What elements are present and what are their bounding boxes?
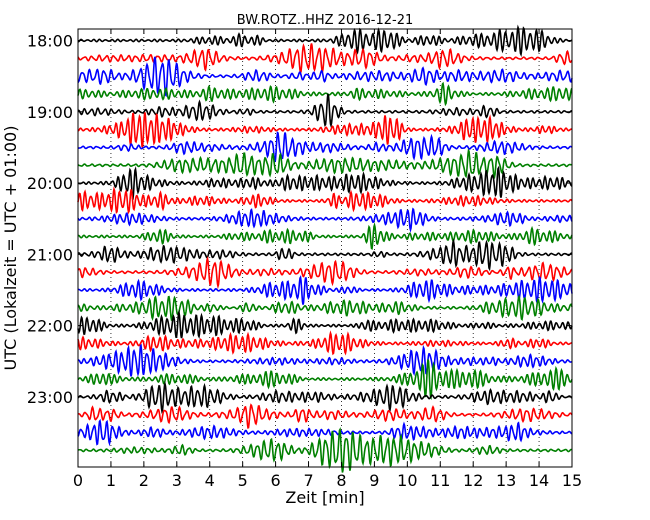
x-tick-label: 15: [562, 471, 582, 490]
y-tick-label: 18:00: [27, 32, 73, 51]
trace-2215: [77, 330, 573, 356]
x-tick-label: 3: [172, 471, 182, 490]
y-tick-label: 22:00: [27, 317, 73, 336]
trace-2330: [77, 418, 573, 447]
y-axis-label: UTC (Lokalzeit = UTC + 01:00): [1, 126, 20, 371]
trace-1915: [77, 112, 573, 150]
trace-group: [77, 24, 573, 473]
trace-2045: [77, 222, 573, 251]
x-tick-label: 6: [271, 471, 281, 490]
trace-1930: [77, 131, 573, 163]
x-tick-label: 11: [430, 471, 450, 490]
trace-2115: [77, 255, 573, 290]
x-tick-label: 8: [336, 471, 346, 490]
y-tick-label: 23:00: [27, 388, 73, 407]
x-tick-label: 7: [303, 471, 313, 490]
x-tick-label: 2: [139, 471, 149, 490]
x-axis-label: Zeit [min]: [285, 488, 364, 507]
chart-title: BW.ROTZ..HHZ 2016-12-21: [237, 13, 413, 28]
trace-1815: [77, 43, 573, 76]
x-tick-label: 4: [205, 471, 215, 490]
x-tick-label: 10: [397, 471, 417, 490]
trace-2230: [77, 343, 573, 378]
trace-2130: [77, 275, 573, 305]
trace-2300: [77, 380, 573, 415]
x-tick-label: 12: [463, 471, 483, 490]
trace-1900: [77, 93, 573, 129]
x-tick-label: 5: [238, 471, 248, 490]
trace-2315: [77, 403, 573, 429]
x-axis: 0 1 2 3 4 5 6 7 8 9 10 11 12 13 14 15: [73, 29, 582, 490]
y-tick-label: 21:00: [27, 245, 73, 264]
x-tick-label: 1: [106, 471, 116, 490]
x-tick-label: 9: [369, 471, 379, 490]
trace-1945: [77, 148, 573, 180]
trace-2100: [77, 238, 573, 272]
trace-1830: [77, 56, 573, 98]
plot-frame: [77, 28, 573, 468]
x-tick-label: 0: [73, 471, 83, 490]
x-tick-label: 14: [529, 471, 549, 490]
y-tick-label: 20:00: [27, 174, 73, 193]
trace-2015: [77, 186, 573, 215]
y-tick-label: 19:00: [27, 103, 73, 122]
trace-2245: [77, 359, 573, 401]
x-tick-label: 13: [496, 471, 516, 490]
trace-2345: [77, 427, 573, 473]
trace-2000: [77, 165, 573, 200]
trace-1800: [77, 24, 573, 58]
trace-2145: [77, 294, 573, 322]
trace-2030: [77, 207, 573, 233]
y-axis: 18:00 19:00 20:00 21:00 22:00 23:00: [27, 32, 572, 407]
trace-1845: [77, 81, 573, 107]
trace-2200: [77, 309, 573, 340]
